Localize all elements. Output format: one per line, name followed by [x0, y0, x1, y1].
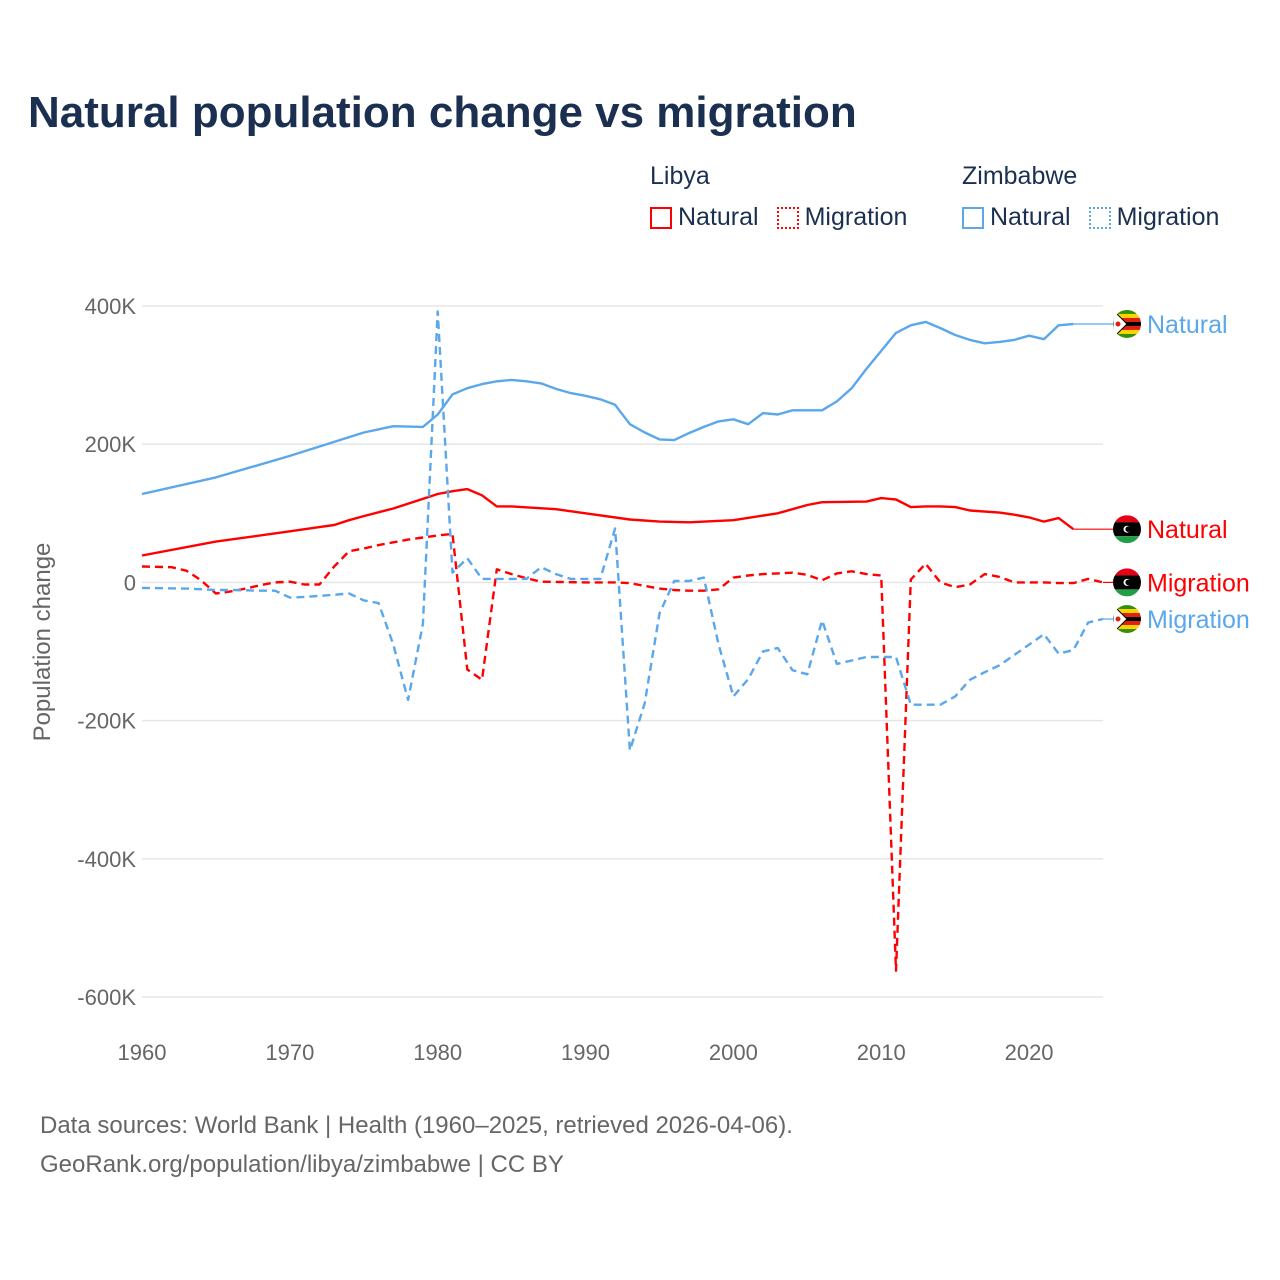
- legend-label: Natural: [990, 203, 1071, 231]
- x-tick-label: 1960: [118, 1040, 167, 1065]
- legend-swatch-solid: [962, 206, 984, 229]
- legend-swatch-dotted: [776, 206, 799, 229]
- end-label: Natural: [1147, 311, 1228, 339]
- y-tick-label: -200K: [77, 709, 136, 734]
- legend-group-zimbabwe: Zimbabwe Natural Migration: [962, 162, 1219, 236]
- x-tick-label: 1980: [413, 1040, 462, 1065]
- x-tick-label: 1970: [265, 1040, 314, 1065]
- legend-label: Migration: [804, 203, 908, 231]
- libya-flag-icon: [1113, 568, 1141, 597]
- legend-group-title: Libya: [650, 162, 710, 190]
- legend-item-libya-migration[interactable]: Migration: [776, 203, 908, 232]
- x-tick-label: 2010: [857, 1040, 906, 1065]
- y-tick-label: -400K: [77, 847, 136, 872]
- y-tick-label: 0: [124, 570, 136, 595]
- series-line-libya-natural: [141, 487, 1075, 557]
- x-tick-label: 1990: [561, 1040, 610, 1065]
- legend-group-libya: Libya Natural Migration: [650, 162, 925, 236]
- x-tick-label: 2020: [1005, 1040, 1054, 1065]
- y-tick-label: 400K: [85, 294, 137, 319]
- legend-swatch-solid: [650, 206, 672, 229]
- footer: Data sources: World Bank | Health (1960–…: [40, 1106, 793, 1184]
- legend-group-title: Zimbabwe: [962, 162, 1078, 190]
- end-label: Migration: [1147, 606, 1250, 634]
- series-line-libya-migration: [141, 532, 1104, 972]
- libya-flag-icon: [1113, 515, 1141, 544]
- y-tick-label: 200K: [85, 432, 137, 457]
- legend-item-libya-natural[interactable]: Natural: [650, 203, 759, 232]
- chart-title: Natural population change vs migration: [28, 88, 857, 137]
- series-line-zimbabwe-natural: [141, 320, 1074, 496]
- legend-swatch-dotted: [1088, 206, 1111, 229]
- end-label: Migration: [1147, 569, 1250, 597]
- legend-label: Natural: [678, 203, 759, 231]
- end-label: Natural: [1147, 516, 1228, 544]
- x-tick-label: 2000: [709, 1040, 758, 1065]
- legend-item-zimbabwe-migration[interactable]: Migration: [1088, 203, 1220, 232]
- zimbabwe-flag-icon: [1113, 605, 1141, 634]
- legend-item-zimbabwe-natural[interactable]: Natural: [962, 203, 1071, 232]
- footer-link[interactable]: GeoRank.org/population/libya/zimbabwe | …: [40, 1151, 564, 1178]
- y-tick-label: -600K: [77, 985, 136, 1010]
- y-axis-label: Population change: [29, 543, 56, 742]
- footer-sources: Data sources: World Bank | Health (1960–…: [40, 1112, 793, 1139]
- legend-label: Migration: [1116, 203, 1220, 231]
- series-line-zimbabwe-migration: [141, 310, 1104, 752]
- zimbabwe-flag-icon: [1113, 309, 1141, 338]
